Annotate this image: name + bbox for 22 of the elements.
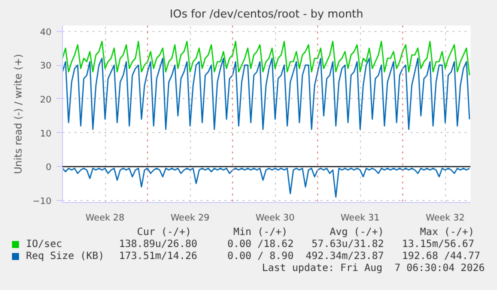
text: 173.51m/14.26 0.00 / 8.90 492.34m/23.87 192.68 /44.77	[119, 251, 480, 263]
line-series	[62, 168, 470, 198]
x-tick-label: Week 30	[256, 214, 295, 224]
legend-label: IO/sec	[26, 239, 62, 251]
y-tick-label: 20	[40, 95, 52, 106]
legend-label: Req Size (KB)	[26, 251, 104, 263]
x-tick-label: Week 31	[340, 214, 380, 224]
x-tick-label: Week 28	[86, 214, 125, 224]
chart-title: IOs for /dev/centos/root - by month	[170, 8, 364, 20]
text: 138.89u/26.80 0.00 /18.62 57.63u/31.82 13.15m/56.67	[119, 239, 474, 251]
y-tick-label: −10	[32, 196, 52, 207]
x-tick-label: Week 32	[426, 214, 465, 224]
text: Cur (-/+) Min (-/+) Avg (-/+) Max (-/+)	[136, 227, 474, 239]
y-axis-title: Units read (-) / write (+)	[14, 54, 25, 174]
y-tick-label: 40	[40, 28, 52, 38]
y-tick-label: 10	[40, 129, 52, 140]
y-tick-label: 0	[46, 163, 52, 174]
line-series	[62, 58, 470, 130]
line-series	[62, 40, 470, 76]
text: Last update: Fri Aug 7 06:30:04 2026	[262, 263, 485, 275]
y-tick-label: 30	[40, 62, 52, 72]
x-tick-label: Week 29	[170, 214, 210, 224]
